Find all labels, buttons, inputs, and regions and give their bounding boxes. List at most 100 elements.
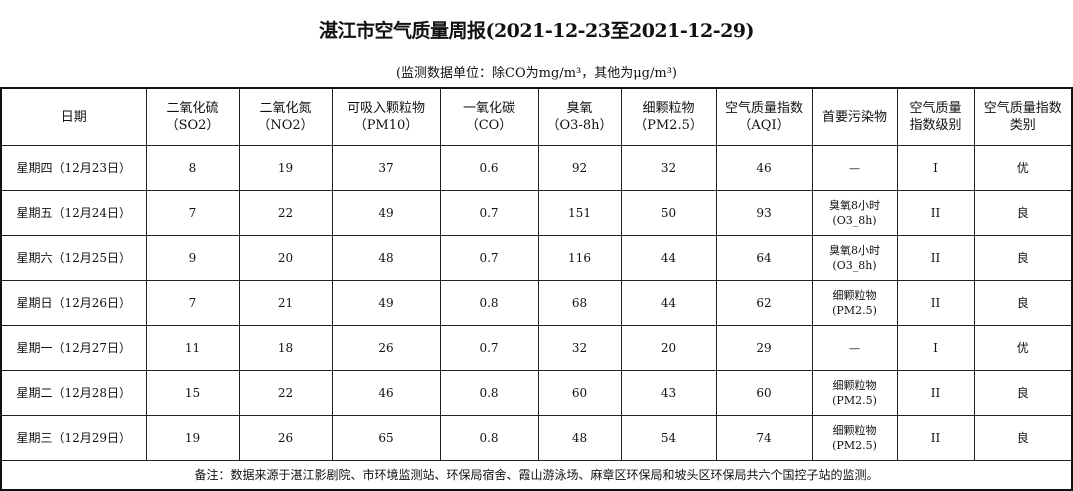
table-row: 星期二（12月28日） 15 22 46 0.8 60 43 60 细颗粒物 (PM2.5) II 良 (0, 370, 1073, 416)
cell-aqi: 74 (715, 415, 813, 461)
pollutant-text: (O3_8h) (832, 259, 877, 272)
column-header: 二氧化氮 （NO2） (238, 87, 333, 146)
header-text: 日期 (60, 109, 87, 125)
pollutant-text: (O3_8h) (832, 214, 877, 227)
cell-pm10: 65 (331, 415, 441, 461)
cell-no2: 20 (238, 235, 333, 281)
cell-date: 星期五（12月24日） (0, 190, 147, 236)
column-header: 可吸入颗粒物 （PM10） (331, 87, 441, 146)
header-text: 二氧化氮 (259, 101, 312, 116)
cell-aqi: 64 (715, 235, 813, 281)
column-header: 空气质量指数 （AQI） (715, 87, 813, 146)
cell-co: 0.7 (439, 235, 539, 281)
header-row: 日期 二氧化硫 （SO2） 二氧化氮 （NO2） 可吸入颗粒物 （PM10） 一氧化碳 （CO）… (0, 87, 1073, 146)
cell-so2: 11 (145, 325, 240, 371)
table-row: 星期六（12月25日） 9 20 48 0.7 116 44 64 臭氧8小时 (O3_8h) II… (0, 235, 1073, 281)
cell-pm10: 26 (331, 325, 441, 371)
cell-level: II (896, 190, 975, 236)
header-text: （SO2） (165, 118, 220, 133)
cell-pm25: 32 (620, 145, 717, 191)
cell-no2: 22 (238, 370, 333, 416)
header-text: 一氧化碳 (462, 101, 515, 116)
cell-o3: 32 (537, 325, 622, 371)
cell-category: 优 (973, 325, 1073, 371)
cell-level: II (896, 235, 975, 281)
column-header: 空气质量 指数级别 (896, 87, 975, 146)
header-text: 空气质量指数 (724, 101, 803, 116)
cell-aqi: 29 (715, 325, 813, 371)
cell-so2: 9 (145, 235, 240, 281)
cell-o3: 116 (537, 235, 622, 281)
cell-pm25: 20 (620, 325, 717, 371)
pollutant-text: 细颗粒物 (832, 424, 877, 437)
cell-pm25: 44 (620, 280, 717, 326)
cell-so2: 19 (145, 415, 240, 461)
table-row: 星期四（12月23日） 8 19 37 0.6 92 32 46 — I 优 (0, 145, 1073, 191)
cell-o3: 60 (537, 370, 622, 416)
cell-pm10: 49 (331, 280, 441, 326)
cell-pm10: 37 (331, 145, 441, 191)
cell-pollutant: — (811, 145, 898, 191)
cell-aqi: 93 (715, 190, 813, 236)
cell-pollutant: 臭氧8小时 (O3_8h) (811, 190, 898, 236)
cell-aqi: 62 (715, 280, 813, 326)
header-text: 可吸入颗粒物 (346, 101, 425, 116)
cell-category: 良 (973, 415, 1073, 461)
cell-date: 星期六（12月25日） (0, 235, 147, 281)
column-header: 一氧化碳 （CO） (439, 87, 539, 146)
column-header: 首要污染物 (811, 87, 898, 146)
cell-aqi: 46 (715, 145, 813, 191)
cell-so2: 7 (145, 280, 240, 326)
header-text: （PM10） (353, 118, 419, 133)
cell-date: 星期四（12月23日） (0, 145, 147, 191)
cell-no2: 26 (238, 415, 333, 461)
header-text: （CO） (465, 118, 513, 133)
cell-pm10: 46 (331, 370, 441, 416)
header-text: （NO2） (257, 118, 314, 133)
cell-so2: 7 (145, 190, 240, 236)
cell-level: II (896, 280, 975, 326)
cell-pollutant: — (811, 325, 898, 371)
cell-o3: 48 (537, 415, 622, 461)
cell-co: 0.7 (439, 190, 539, 236)
cell-pollutant: 细颗粒物 (PM2.5) (811, 280, 898, 326)
cell-level: I (896, 145, 975, 191)
cell-pollutant: 细颗粒物 (PM2.5) (811, 370, 898, 416)
header-text: （AQI） (738, 118, 790, 133)
header-text: 首要污染物 (821, 109, 887, 125)
header-text: 臭氧 (566, 101, 593, 116)
cell-pollutant: 臭氧8小时 (O3_8h) (811, 235, 898, 281)
cell-o3: 92 (537, 145, 622, 191)
cell-date: 星期三（12月29日） (0, 415, 147, 461)
cell-level: I (896, 325, 975, 371)
pollutant-text: 臭氧8小时 (829, 244, 880, 257)
header-text: （O3-8h） (546, 118, 613, 133)
cell-co: 0.8 (439, 280, 539, 326)
cell-co: 0.8 (439, 415, 539, 461)
pollutant-text: 细颗粒物 (832, 289, 877, 302)
header-text: （PM2.5） (634, 118, 703, 133)
cell-pm25: 43 (620, 370, 717, 416)
footnote: 备注：数据来源于湛江影剧院、市环境监测站、环保局宿舍、霞山游泳场、麻章区环保局和… (0, 460, 1073, 491)
cell-level: II (896, 370, 975, 416)
pollutant-text: (PM2.5) (832, 394, 877, 407)
cell-so2: 15 (145, 370, 240, 416)
cell-so2: 8 (145, 145, 240, 191)
cell-pm25: 54 (620, 415, 717, 461)
table-row: 星期五（12月24日） 7 22 49 0.7 151 50 93 臭氧8小时 (O3_8h) II… (0, 190, 1073, 236)
header-text: 空气质量 (909, 101, 962, 116)
cell-category: 良 (973, 280, 1073, 326)
pollutant-text: (PM2.5) (832, 439, 877, 452)
pollutant-text: 臭氧8小时 (829, 199, 880, 212)
cell-no2: 21 (238, 280, 333, 326)
cell-no2: 22 (238, 190, 333, 236)
header-text: 二氧化硫 (166, 101, 219, 116)
cell-o3: 68 (537, 280, 622, 326)
column-header: 日期 (0, 87, 147, 146)
cell-category: 良 (973, 190, 1073, 236)
cell-no2: 19 (238, 145, 333, 191)
cell-co: 0.7 (439, 325, 539, 371)
header-text: 细颗粒物 (642, 101, 695, 116)
header-text: 空气质量指数 (983, 101, 1062, 116)
column-header: 臭氧 （O3-8h） (537, 87, 622, 146)
